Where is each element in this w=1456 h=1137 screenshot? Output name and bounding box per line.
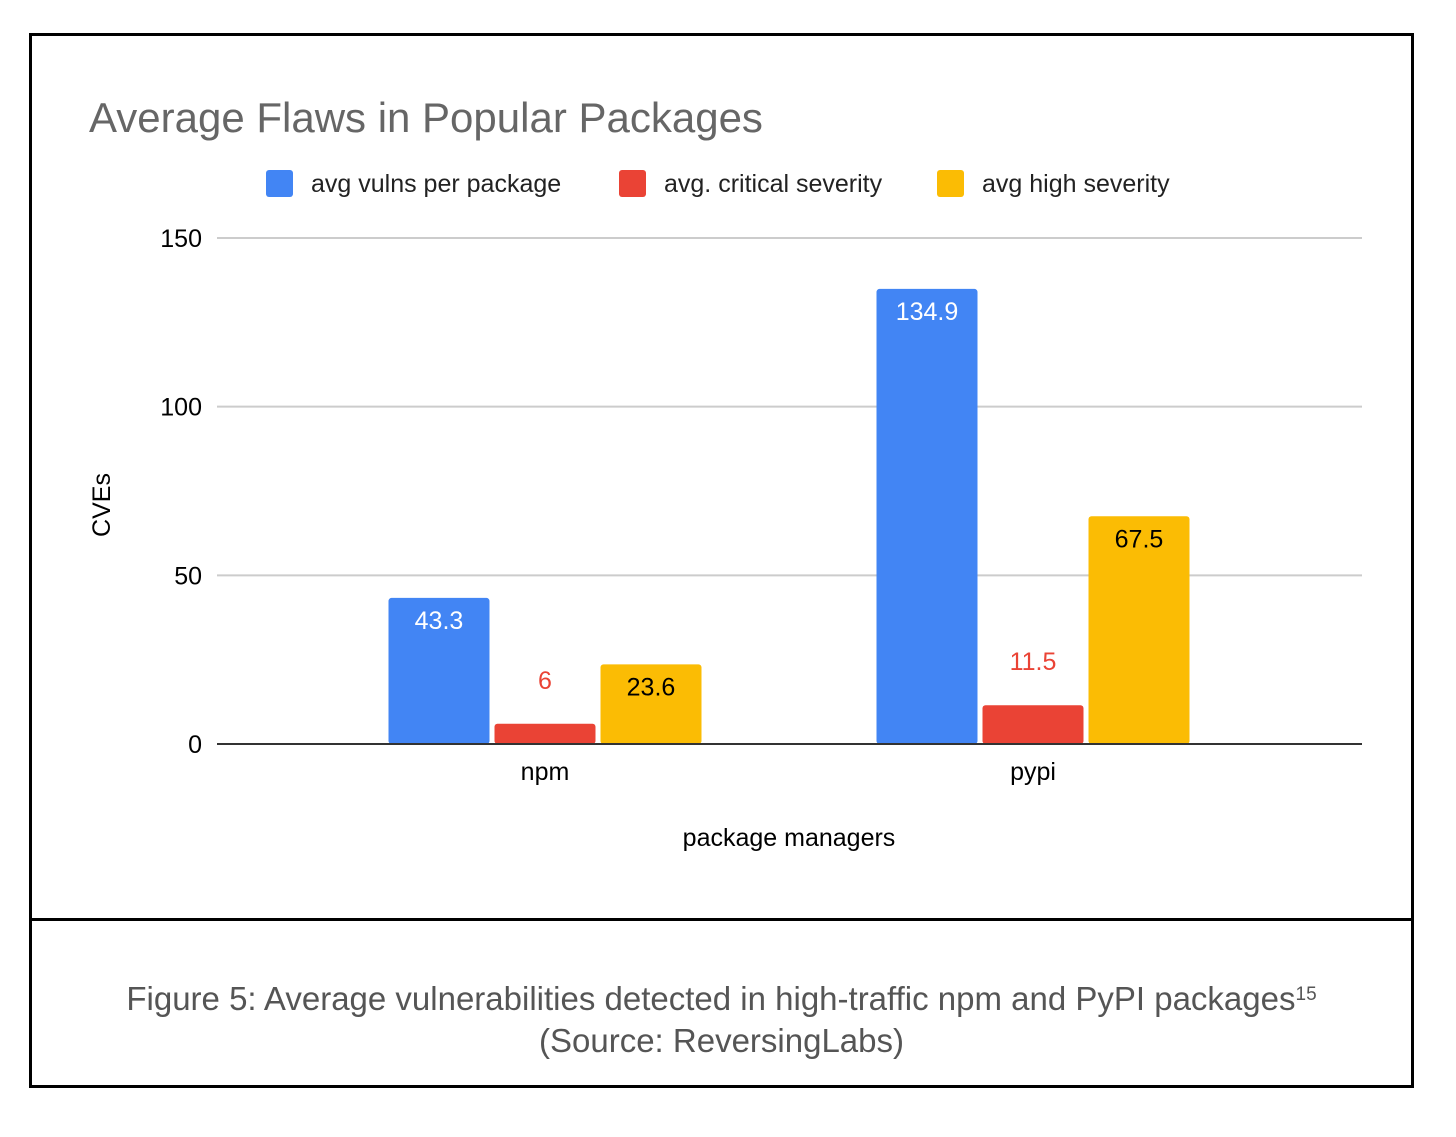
x-axis-ticks: npm pypi xyxy=(521,758,1056,786)
caption-line-1: Figure 5: Average vulnerabilities detect… xyxy=(32,978,1411,1020)
y-tick-label-3: 150 xyxy=(160,225,202,253)
y-tick-label-0: 0 xyxy=(188,731,202,759)
y-tick-label-1: 50 xyxy=(174,562,202,590)
legend-label-0: avg vulns per package xyxy=(311,170,561,198)
bar-label-npm-1: 6 xyxy=(538,667,552,695)
legend-swatch-0 xyxy=(266,170,293,197)
bar-chart: Average Flaws in Popular Packages avg vu… xyxy=(88,94,1362,852)
x-axis-label: package managers xyxy=(683,824,896,852)
caption-divider xyxy=(29,918,1414,921)
legend-label-2: avg high severity xyxy=(982,170,1170,198)
legend-label-1: avg. critical severity xyxy=(664,170,883,198)
chart-title: Average Flaws in Popular Packages xyxy=(89,94,763,141)
bar-pypi-0 xyxy=(876,288,978,744)
y-axis-label: CVEs xyxy=(88,473,116,537)
bar-label-pypi-1: 11.5 xyxy=(1010,648,1057,676)
bar-label-pypi-2: 67.5 xyxy=(1115,525,1164,553)
chart-legend: avg vulns per package avg. critical sever… xyxy=(266,170,1170,198)
bar-label-pypi-0: 134.9 xyxy=(896,298,959,326)
legend-swatch-2 xyxy=(937,170,964,197)
bars xyxy=(388,288,1190,744)
bar-npm-0 xyxy=(388,597,490,744)
caption-text: Figure 5: Average vulnerabilities detect… xyxy=(126,980,1296,1017)
bar-labels: 43.3 6 23.6 134.9 11.5 67.5 xyxy=(415,298,1164,701)
bar-npm-1 xyxy=(494,723,596,744)
footnote-marker: 15 xyxy=(1295,984,1317,1005)
y-axis-ticks: 0 50 100 150 xyxy=(160,225,202,759)
bar-label-npm-0: 43.3 xyxy=(415,607,464,635)
bar-label-npm-2: 23.6 xyxy=(627,673,676,701)
figure-frame xyxy=(29,33,1414,1088)
caption-line-2: (Source: ReversingLabs) xyxy=(539,1022,904,1059)
bar-npm-2 xyxy=(600,664,702,744)
bar-pypi-2 xyxy=(1088,516,1190,744)
legend-swatch-1 xyxy=(619,170,646,197)
x-tick-label-1: pypi xyxy=(1010,758,1056,786)
bar-pypi-1 xyxy=(982,705,1084,744)
y-tick-label-2: 100 xyxy=(160,394,202,422)
gridlines xyxy=(217,237,1362,577)
figure-caption: Figure 5: Average vulnerabilities detect… xyxy=(32,978,1411,1062)
x-tick-label-0: npm xyxy=(521,758,570,786)
